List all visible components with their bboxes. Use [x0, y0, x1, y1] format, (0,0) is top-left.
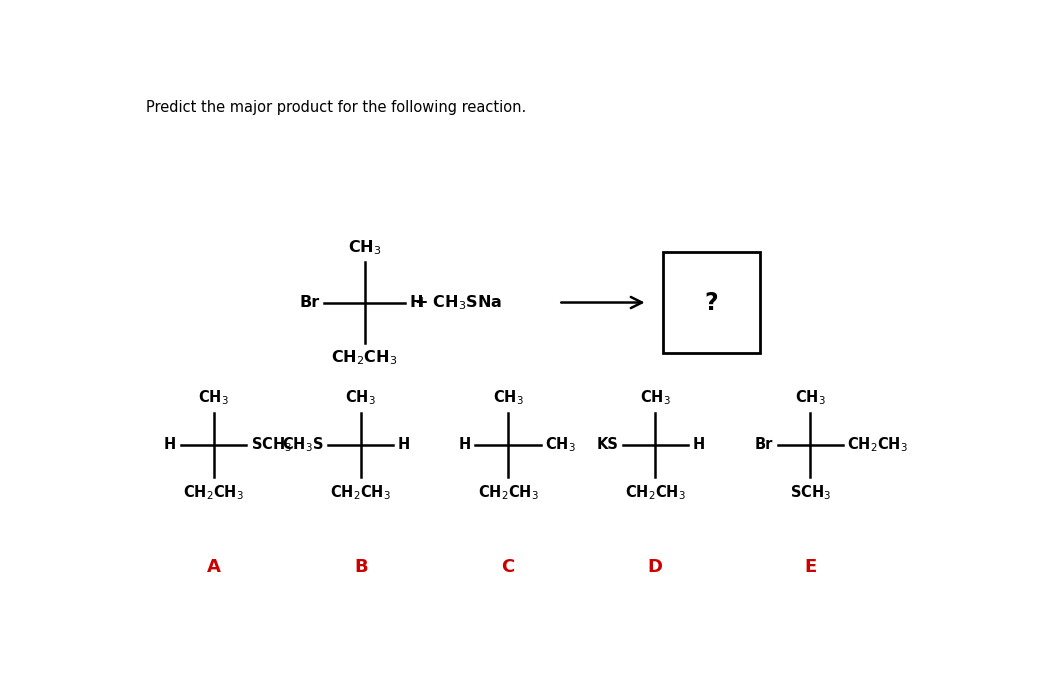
Text: A: A — [206, 558, 221, 575]
Text: CH$_2$CH$_3$: CH$_2$CH$_3$ — [332, 349, 397, 367]
Text: H: H — [164, 437, 177, 452]
Text: B: B — [354, 558, 368, 575]
Text: SCH$_3$: SCH$_3$ — [790, 483, 831, 502]
Text: CH$_2$CH$_3$: CH$_2$CH$_3$ — [183, 483, 244, 502]
Text: CH$_3$S: CH$_3$S — [282, 435, 323, 454]
Text: + CH$_3$SNa: + CH$_3$SNa — [414, 293, 502, 312]
Text: E: E — [804, 558, 816, 575]
Text: H: H — [459, 437, 470, 452]
Text: CH$_2$CH$_3$: CH$_2$CH$_3$ — [848, 435, 908, 454]
Text: CH$_2$CH$_3$: CH$_2$CH$_3$ — [625, 483, 686, 502]
Text: CH$_3$: CH$_3$ — [346, 388, 376, 407]
Text: CH$_3$: CH$_3$ — [639, 388, 670, 407]
Text: D: D — [648, 558, 663, 575]
Text: CH$_3$: CH$_3$ — [545, 435, 576, 454]
Text: CH$_3$: CH$_3$ — [795, 388, 826, 407]
Text: CH$_2$CH$_3$: CH$_2$CH$_3$ — [331, 483, 391, 502]
Text: Br: Br — [755, 437, 773, 452]
Text: C: C — [501, 558, 515, 575]
Bar — [663, 252, 760, 353]
Text: CH$_3$: CH$_3$ — [348, 238, 382, 257]
Text: CH$_3$: CH$_3$ — [493, 388, 523, 407]
Text: H: H — [397, 437, 410, 452]
Text: Predict the major product for the following reaction.: Predict the major product for the follow… — [146, 100, 526, 115]
Text: ?: ? — [705, 291, 719, 314]
Text: CH$_2$CH$_3$: CH$_2$CH$_3$ — [478, 483, 538, 502]
Text: H: H — [409, 295, 423, 310]
Text: Br: Br — [299, 295, 319, 310]
Text: H: H — [692, 437, 705, 452]
Text: KS: KS — [596, 437, 618, 452]
Text: SCH$_3$: SCH$_3$ — [251, 435, 292, 454]
Text: CH$_3$: CH$_3$ — [198, 388, 229, 407]
